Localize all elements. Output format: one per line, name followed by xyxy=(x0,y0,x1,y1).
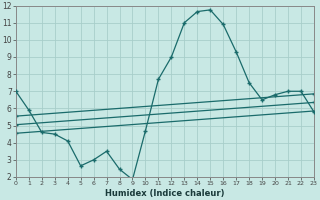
X-axis label: Humidex (Indice chaleur): Humidex (Indice chaleur) xyxy=(105,189,225,198)
